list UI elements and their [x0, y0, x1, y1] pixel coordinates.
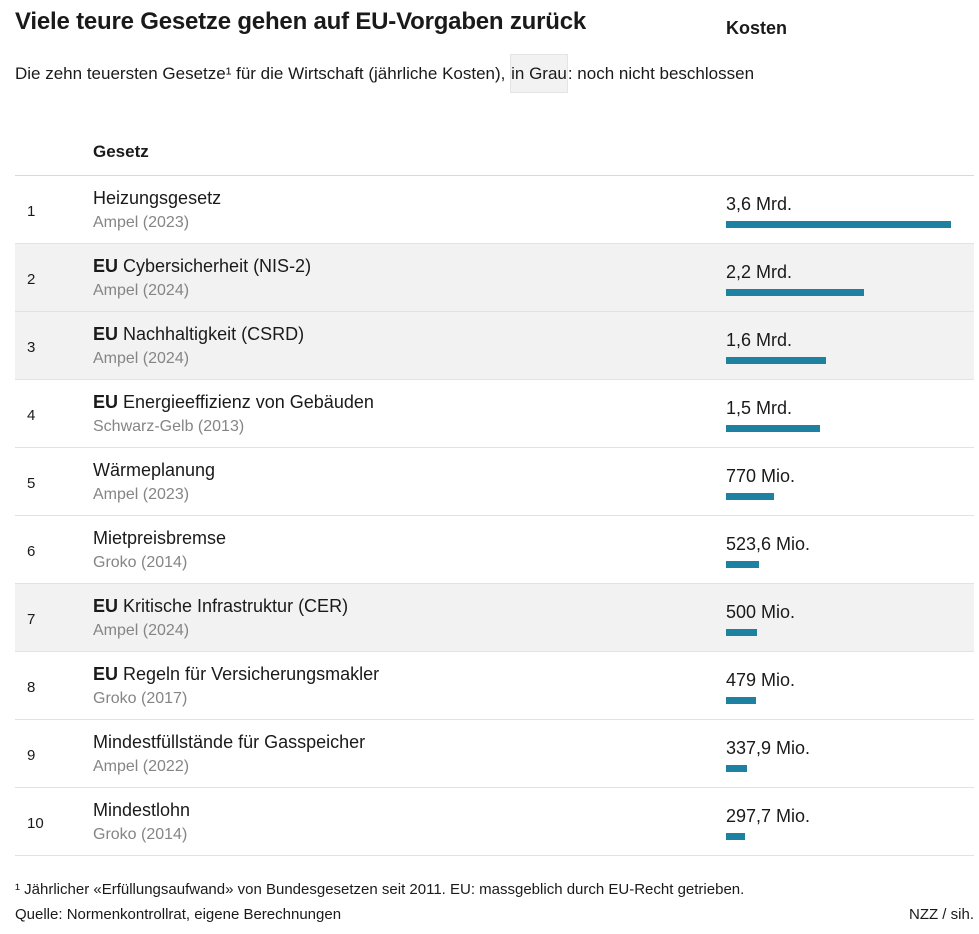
- table-row: 6 Mietpreisbremse Groko (2014) 523,6 Mio.: [15, 516, 974, 584]
- cost-bar: [726, 425, 820, 432]
- law-name: EU Energieeffizienz von Gebäuden: [93, 392, 374, 413]
- law-name-text: Heizungsgesetz: [93, 188, 222, 208]
- law-name-text: Regeln für Versicherungsmakler: [123, 664, 380, 684]
- pending-legend-chip: in Grau: [510, 54, 568, 93]
- header-divider: [15, 175, 974, 176]
- cost-bar: [726, 493, 774, 500]
- cost-table: 1 Heizungsgesetz Ampel (2023) 3,6 Mrd. 2 EU Cy…: [15, 176, 974, 856]
- law-name-text: Mindestlohn: [93, 800, 191, 820]
- law-name: Heizungsgesetz: [93, 188, 221, 209]
- rank-label: 4: [27, 407, 36, 424]
- rank-label: 5: [27, 475, 36, 492]
- footnote: ¹ Jährlicher «Erfüllungsaufwand» von Bun…: [15, 881, 745, 898]
- cost-bar: [726, 357, 826, 364]
- rank-label: 8: [27, 679, 36, 696]
- eu-tag: EU: [93, 256, 119, 276]
- law-name-text: Mietpreisbremse: [93, 528, 227, 548]
- table-row: 9 Mindestfüllstände für Gasspeicher Ampel …: [15, 720, 974, 788]
- column-header-law: Gesetz: [93, 142, 149, 161]
- law-name: Mindestlohn: [93, 800, 190, 821]
- subtitle-text: Die zehn teuersten Gesetze¹ für die Wirt…: [15, 64, 511, 83]
- eu-tag: EU: [93, 392, 119, 412]
- cost-bar: [726, 765, 747, 772]
- law-name: Mietpreisbremse: [93, 528, 226, 549]
- table-row: 4 EU Energieeffizienz von Gebäuden Schwarz-…: [15, 380, 974, 448]
- table-row: 1 Heizungsgesetz Ampel (2023) 3,6 Mrd.: [15, 176, 974, 244]
- table-row: 8 EU Regeln für Versicherungsmakler Groko (…: [15, 652, 974, 720]
- chart-subtitle: Die zehn teuersten Gesetze¹ für die Wirt…: [15, 54, 755, 93]
- government-label: Ampel (2022): [93, 758, 190, 775]
- law-name-text: Nachhaltigkeit (CSRD): [123, 324, 305, 344]
- government-label: Groko (2017): [93, 690, 188, 707]
- government-label: Groko (2014): [93, 554, 188, 571]
- government-label: Ampel (2023): [93, 486, 190, 503]
- law-name: EU Cybersicherheit (NIS-2): [93, 256, 311, 277]
- table-row: 7 EU Kritische Infrastruktur (CER) Ampel (2…: [15, 584, 974, 652]
- rank-label: 2: [27, 271, 36, 288]
- table-row: 5 Wärmeplanung Ampel (2023) 770 Mio.: [15, 448, 974, 516]
- cost-bar: [726, 629, 757, 636]
- cost-label: 523,6 Mio.: [726, 534, 811, 554]
- cost-label: 1,5 Mrd.: [726, 398, 793, 418]
- cost-bar: [726, 221, 951, 228]
- law-name-text: Energieeffizienz von Gebäuden: [123, 392, 374, 412]
- law-name: EU Nachhaltigkeit (CSRD): [93, 324, 304, 345]
- law-name: EU Kritische Infrastruktur (CER): [93, 596, 348, 617]
- table-row: 3 EU Nachhaltigkeit (CSRD) Ampel (2024) 1,6 …: [15, 312, 974, 380]
- column-header-cost: Kosten: [726, 18, 788, 38]
- cost-label: 3,6 Mrd.: [726, 194, 793, 214]
- eu-tag: EU: [93, 324, 119, 344]
- cost-bar: [726, 833, 745, 840]
- table-row: 10 Mindestlohn Groko (2014) 297,7 Mio.: [15, 788, 974, 856]
- cost-label: 2,2 Mrd.: [726, 262, 793, 282]
- rank-label: 6: [27, 543, 36, 560]
- rank-label: 1: [27, 203, 36, 220]
- law-name: Mindestfüllstände für Gasspeicher: [93, 732, 365, 753]
- law-name-text: Kritische Infrastruktur (CER): [123, 596, 349, 616]
- cost-bar: [726, 561, 759, 568]
- cost-label: 770 Mio.: [726, 466, 796, 486]
- cost-label: 1,6 Mrd.: [726, 330, 793, 350]
- rank-label: 3: [27, 339, 36, 356]
- law-name-text: Cybersicherheit (NIS-2): [123, 256, 312, 276]
- chart-title: Viele teure Gesetze gehen auf EU-Vorgabe…: [15, 8, 587, 35]
- table-row: 2 EU Cybersicherheit (NIS-2) Ampel (2024) 2,…: [15, 244, 974, 312]
- rank-label: 10: [27, 815, 44, 832]
- source-note: Quelle: Normenkontrollrat, eigene Berech…: [15, 906, 342, 923]
- government-label: Ampel (2024): [93, 622, 190, 639]
- government-label: Ampel (2024): [93, 282, 190, 299]
- cost-bar: [726, 697, 756, 704]
- government-label: Schwarz-Gelb (2013): [93, 418, 245, 435]
- cost-bar: [726, 289, 864, 296]
- government-label: Ampel (2023): [93, 214, 190, 231]
- subtitle-text-end: : noch nicht beschlossen: [567, 64, 755, 83]
- cost-label: 500 Mio.: [726, 602, 796, 622]
- law-name: Wärmeplanung: [93, 460, 215, 481]
- cost-label: 337,9 Mio.: [726, 738, 811, 758]
- law-name-text: Mindestfüllstände für Gasspeicher: [93, 732, 366, 752]
- law-name-text: Wärmeplanung: [93, 460, 216, 480]
- cost-label: 297,7 Mio.: [726, 806, 811, 826]
- eu-tag: EU: [93, 596, 119, 616]
- government-label: Groko (2014): [93, 826, 188, 843]
- government-label: Ampel (2024): [93, 350, 190, 367]
- law-name: EU Regeln für Versicherungsmakler: [93, 664, 379, 685]
- rank-label: 7: [27, 611, 36, 628]
- rank-label: 9: [27, 747, 36, 764]
- cost-label: 479 Mio.: [726, 670, 796, 690]
- eu-tag: EU: [93, 664, 119, 684]
- credit: NZZ / sih.: [908, 906, 974, 923]
